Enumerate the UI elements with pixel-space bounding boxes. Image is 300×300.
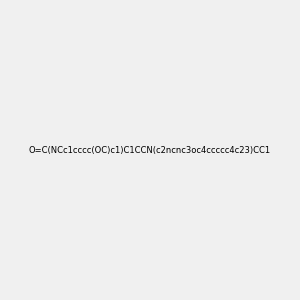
Text: O=C(NCc1cccc(OC)c1)C1CCN(c2ncnc3oc4ccccc4c23)CC1: O=C(NCc1cccc(OC)c1)C1CCN(c2ncnc3oc4ccccc…: [29, 146, 271, 154]
